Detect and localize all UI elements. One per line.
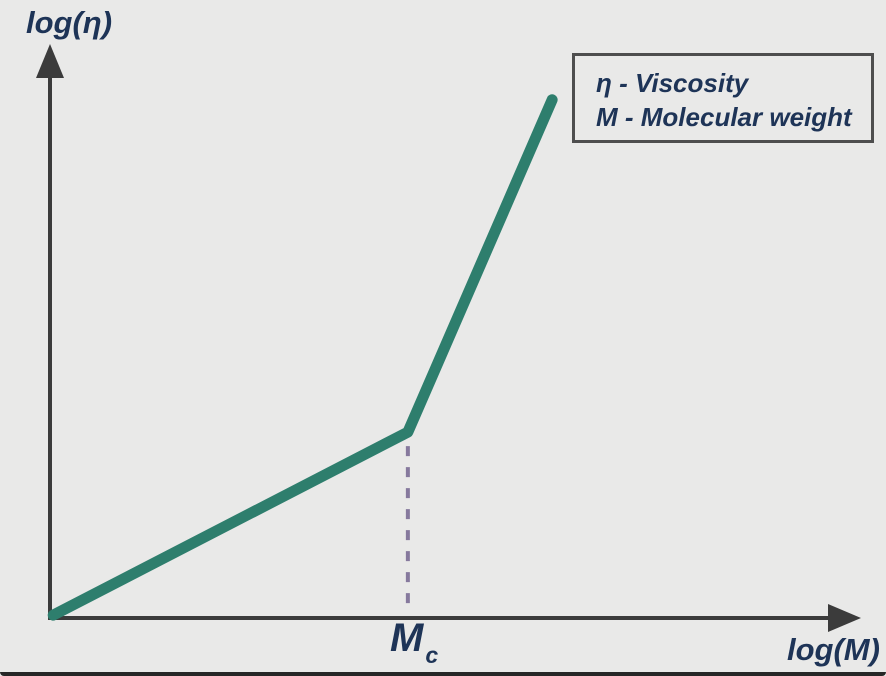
legend-line-molecular-weight: M - Molecular weight: [596, 102, 852, 132]
breakpoint-label-subscript: c: [425, 642, 439, 668]
x-axis: [48, 604, 861, 632]
x-axis-label: log(M): [787, 632, 880, 667]
breakpoint-label: Mc: [390, 616, 438, 667]
viscosity-curve: [47, 94, 558, 621]
legend-line-viscosity: η - Viscosity: [596, 68, 749, 98]
breakpoint-label-main: M: [390, 616, 424, 660]
y-axis: [36, 44, 64, 620]
y-axis-arrow-icon: [36, 44, 64, 78]
y-axis-label: log(η): [26, 5, 113, 40]
x-axis-arrow-icon: [828, 604, 861, 632]
video-frame-edge: [0, 672, 886, 676]
legend-box: η - Viscosity M - Molecular weight: [572, 53, 874, 143]
